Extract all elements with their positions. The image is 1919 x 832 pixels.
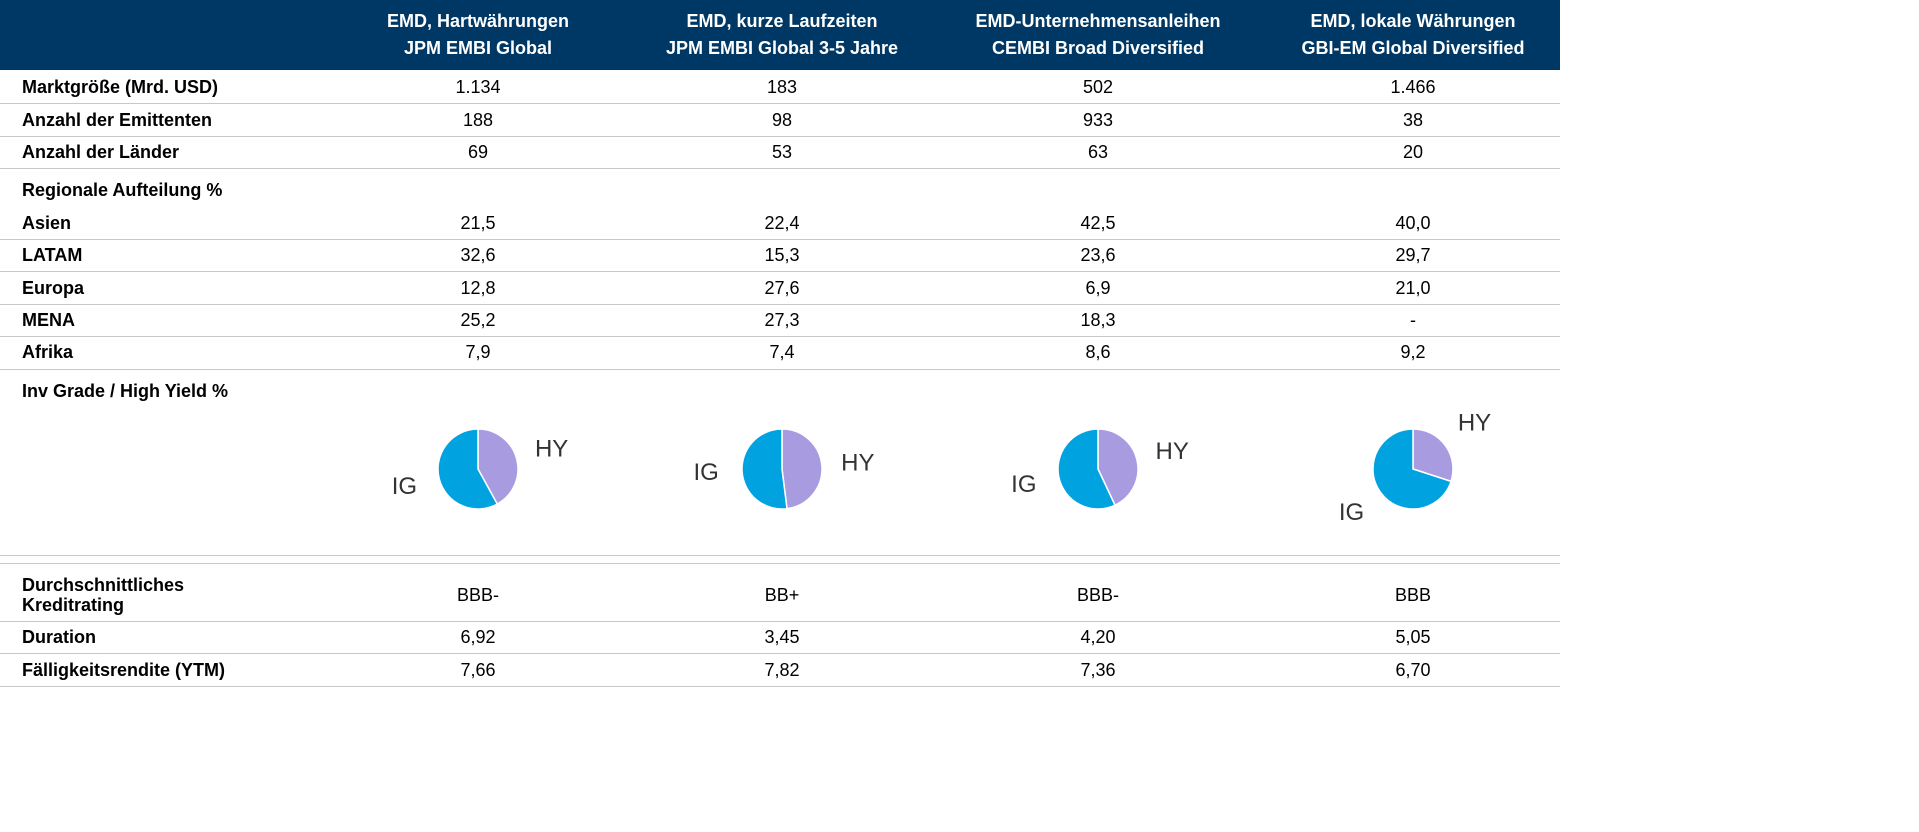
cell: 502	[1082, 77, 1114, 98]
cell: 8,6	[1085, 342, 1111, 363]
pie-label: IG	[392, 473, 417, 500]
row-rule	[0, 555, 1560, 556]
cell: 933	[1082, 109, 1114, 130]
cell: 21,5	[460, 212, 496, 233]
pie-label: HY	[535, 435, 568, 462]
cell: 40,0	[1395, 212, 1431, 233]
header-line: EMD, kurze Laufzeiten	[686, 11, 878, 31]
row-rule	[0, 168, 1560, 170]
cell: 63	[1087, 142, 1109, 162]
cell: 18,3	[1080, 310, 1116, 330]
section-title: Regionale Aufteilung %	[22, 180, 223, 201]
cell: 69	[467, 142, 489, 162]
cell: 9,2	[1400, 342, 1426, 363]
section-title: Inv Grade / High Yield %	[22, 380, 229, 401]
pie-slice	[437, 428, 499, 510]
cell: 6,9	[1085, 277, 1111, 298]
cell: 7,9	[465, 342, 491, 363]
pie-slice	[781, 428, 823, 510]
pie-slice	[1372, 428, 1452, 510]
row-rule	[0, 103, 1560, 105]
cell: 1.134	[455, 77, 501, 98]
row-label: Durchschnittliches Kreditrating	[22, 575, 185, 615]
pie-label: HY	[841, 450, 874, 477]
cell: 15,3	[764, 245, 800, 266]
cell: 27,3	[764, 310, 800, 330]
cell: 7,36	[1080, 659, 1116, 680]
row-label: Marktgröße (Mrd. USD)	[22, 77, 219, 98]
cell: 3,45	[764, 627, 800, 648]
cell: BBB-	[456, 585, 499, 605]
cell: 5,05	[1395, 627, 1431, 648]
row-label: MENA	[22, 310, 75, 330]
header-line: JPM EMBI Global 3-5 Jahre	[665, 38, 899, 58]
cell: 27,6	[764, 277, 800, 298]
row-rule	[0, 271, 1560, 273]
cell: 32,6	[460, 245, 496, 266]
cell: 29,7	[1395, 245, 1431, 266]
cell: 6,70	[1395, 659, 1431, 680]
row-rule	[0, 621, 1560, 622]
header-line: GBI-EM Global Diversified	[1301, 38, 1525, 58]
row-rule	[0, 135, 1560, 137]
pie-label: IG	[1339, 499, 1364, 526]
cell: -	[1410, 310, 1416, 330]
pie-row: HY IG HY IG HY IG HY IG	[392, 410, 1491, 526]
cell: 188	[462, 109, 494, 130]
header-line: JPM EMBI Global	[403, 38, 553, 58]
cell: 38	[1402, 109, 1424, 130]
header-band	[0, 0, 1560, 70]
row-label: Asien	[22, 212, 72, 233]
pie-label: IG	[1011, 471, 1036, 498]
cell: 98	[771, 109, 793, 130]
header-line: CEMBI Broad Diversified	[991, 38, 1205, 58]
row-label: LATAM	[22, 245, 83, 266]
row-rule	[0, 368, 1560, 370]
cell: BBB	[1394, 585, 1432, 605]
cell: 4,20	[1080, 627, 1116, 648]
row-rule	[0, 336, 1560, 338]
row-rule	[0, 239, 1560, 240]
cell: 25,2	[460, 310, 496, 330]
pie-label: HY	[1155, 438, 1188, 465]
row-rule	[0, 563, 1560, 564]
cell: 183	[766, 77, 798, 98]
pie-slice	[741, 428, 788, 510]
cell: 7,82	[764, 659, 800, 680]
pie-label: HY	[1458, 410, 1491, 437]
header-line: EMD-Unternehmensanleihen	[975, 11, 1221, 31]
pie-slice	[477, 428, 519, 506]
pie-slice	[1412, 428, 1454, 483]
cell: 21,0	[1395, 277, 1431, 298]
cell: 7,4	[769, 342, 795, 363]
cell: 6,92	[460, 627, 496, 648]
row-label: Afrika	[22, 342, 74, 363]
row-label: Anzahl der Emittenten	[22, 109, 213, 130]
row-rule	[0, 653, 1560, 655]
cell: BBB-	[1076, 585, 1119, 605]
cell: 12,8	[460, 277, 496, 298]
header-line: EMD, lokale Währungen	[1310, 11, 1516, 31]
pie-slice	[1057, 428, 1117, 510]
row-rule	[0, 685, 1560, 687]
pie-label: IG	[693, 459, 718, 486]
row-rule	[0, 303, 1560, 305]
cell: 42,5	[1080, 212, 1116, 233]
row-label: Duration	[22, 627, 96, 648]
cell: 20	[1402, 142, 1424, 162]
cell: 53	[771, 142, 793, 162]
row-label: Anzahl der Länder	[22, 142, 180, 162]
cell: 7,66	[460, 659, 496, 680]
cell: 1.466	[1390, 77, 1436, 98]
row-label: Fälligkeitsrendite (YTM)	[22, 659, 226, 680]
cell: 22,4	[764, 212, 800, 233]
header-line: EMD, Hartwährungen	[386, 11, 569, 31]
cell: BB+	[764, 585, 800, 605]
pie-slice	[1097, 428, 1139, 507]
cell: 23,6	[1080, 245, 1116, 266]
row-label: Europa	[22, 277, 85, 298]
